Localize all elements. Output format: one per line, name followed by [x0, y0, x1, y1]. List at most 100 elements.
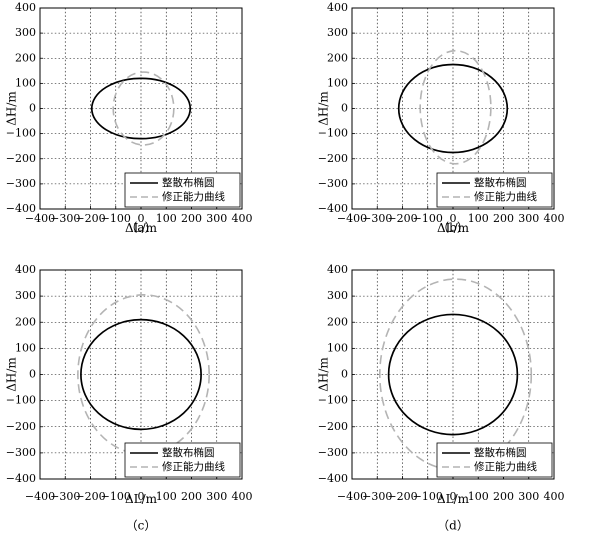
y-tick-label: −300 [318, 446, 348, 459]
x-tick-label: 300 [518, 212, 539, 225]
legend-label: 整散布椭圆 [474, 176, 527, 189]
chart-panel-c: −400−300−200−100 0 100 200 300 40040030020010… [5, 263, 253, 533]
y-tick-label: 200 [327, 315, 348, 328]
x-tick-label: −400 [337, 212, 367, 225]
y-tick-label: 0 [341, 102, 348, 115]
y-tick-label: −400 [6, 472, 36, 485]
chart-panel-a: −400−300−200−100 0 100 200 300 40040030020010… [5, 1, 253, 235]
y-tick-label: −100 [6, 394, 36, 407]
series-correction-capability-curve [112, 71, 175, 146]
y-tick-label: −200 [318, 152, 348, 165]
y-tick-label: 200 [15, 315, 36, 328]
series-dispersion-ellipse [80, 318, 202, 431]
y-tick-label: 0 [29, 102, 36, 115]
legend-label: 整散布椭圆 [162, 446, 215, 459]
x-tick-label: −200 [75, 212, 105, 225]
y-tick-label: 300 [15, 26, 36, 39]
chart-panel-b: −400−300−200−100 0 100 200 300 40040030020010… [317, 1, 565, 235]
panel-caption: （d） [437, 519, 469, 533]
y-tick-label: −400 [6, 202, 36, 215]
y-axis-label: ΔH/m [317, 91, 331, 126]
x-tick-label: 200 [181, 490, 202, 503]
x-tick-label: 100 [468, 490, 489, 503]
y-tick-label: 100 [15, 76, 36, 89]
chart-panel-d: −400−300−200−100 0 100 200 300 40040030020010… [317, 263, 565, 533]
legend-label: 整散布椭圆 [474, 446, 527, 459]
x-tick-label: 100 [156, 212, 177, 225]
legend-box [436, 172, 553, 208]
x-tick-label: 300 [206, 212, 227, 225]
y-tick-label: 100 [327, 76, 348, 89]
y-tick-label: 300 [327, 289, 348, 302]
series-correction-capability-curve [419, 49, 492, 165]
x-tick-label: 0 [450, 490, 457, 503]
x-tick-label: 300 [206, 490, 227, 503]
y-tick-label: −200 [6, 420, 36, 433]
y-tick-label: 0 [341, 368, 348, 381]
legend-label: 修正能力曲线 [474, 460, 537, 473]
series-dispersion-ellipse [387, 313, 519, 436]
x-axis-label: ΔL/m [437, 221, 470, 235]
legend-box [124, 172, 241, 208]
legend-label: 修正能力曲线 [474, 190, 537, 203]
x-tick-label: −200 [387, 490, 417, 503]
legend-label: 整散布椭圆 [162, 176, 215, 189]
x-tick-label: −400 [337, 490, 367, 503]
y-axis-label: ΔH/m [5, 357, 19, 392]
x-tick-label: −100 [101, 212, 131, 225]
y-tick-label: −300 [6, 177, 36, 190]
panel-caption: （a） [125, 221, 156, 235]
x-tick-label: 100 [468, 212, 489, 225]
x-tick-label: −100 [413, 490, 443, 503]
x-tick-label: −100 [101, 490, 131, 503]
y-tick-label: −400 [318, 202, 348, 215]
y-axis-label: ΔH/m [317, 357, 331, 392]
y-tick-label: 0 [29, 368, 36, 381]
legend-box [124, 442, 241, 478]
x-tick-label: −300 [362, 490, 392, 503]
x-tick-label: −100 [413, 212, 443, 225]
x-tick-label: 200 [493, 212, 514, 225]
y-tick-label: 200 [15, 51, 36, 64]
x-tick-label: −400 [25, 490, 55, 503]
y-tick-label: 400 [327, 263, 348, 276]
y-tick-label: 400 [15, 263, 36, 276]
x-tick-label: 400 [544, 490, 565, 503]
y-tick-label: −100 [318, 394, 348, 407]
x-tick-label: 400 [544, 212, 565, 225]
x-axis-label: ΔL/m [125, 221, 158, 235]
panel-caption: （b） [437, 221, 469, 235]
y-tick-label: −400 [318, 472, 348, 485]
x-tick-label: 300 [518, 490, 539, 503]
x-tick-label: 0 [450, 212, 457, 225]
x-tick-label: −300 [50, 490, 80, 503]
x-tick-label: −200 [75, 490, 105, 503]
y-tick-label: −100 [6, 127, 36, 140]
y-tick-label: 400 [327, 1, 348, 14]
x-tick-label: −200 [387, 212, 417, 225]
legend-label: 修正能力曲线 [162, 460, 225, 473]
x-tick-label: 0 [138, 212, 145, 225]
y-tick-label: −200 [318, 420, 348, 433]
y-tick-label: −300 [318, 177, 348, 190]
x-tick-label: −300 [362, 212, 392, 225]
y-tick-label: −100 [318, 127, 348, 140]
y-axis-label: ΔH/m [5, 91, 19, 126]
series-dispersion-ellipse [90, 77, 192, 140]
x-tick-label: −300 [50, 212, 80, 225]
y-tick-label: 200 [327, 51, 348, 64]
legend-box [436, 442, 553, 478]
y-tick-label: −200 [6, 152, 36, 165]
x-tick-label: 400 [232, 212, 253, 225]
x-tick-label: 100 [156, 490, 177, 503]
legend-label: 修正能力曲线 [162, 190, 225, 203]
x-tick-label: 200 [181, 212, 202, 225]
y-tick-label: 100 [15, 341, 36, 354]
panel-caption: （c） [126, 519, 157, 533]
x-tick-label: 400 [232, 490, 253, 503]
